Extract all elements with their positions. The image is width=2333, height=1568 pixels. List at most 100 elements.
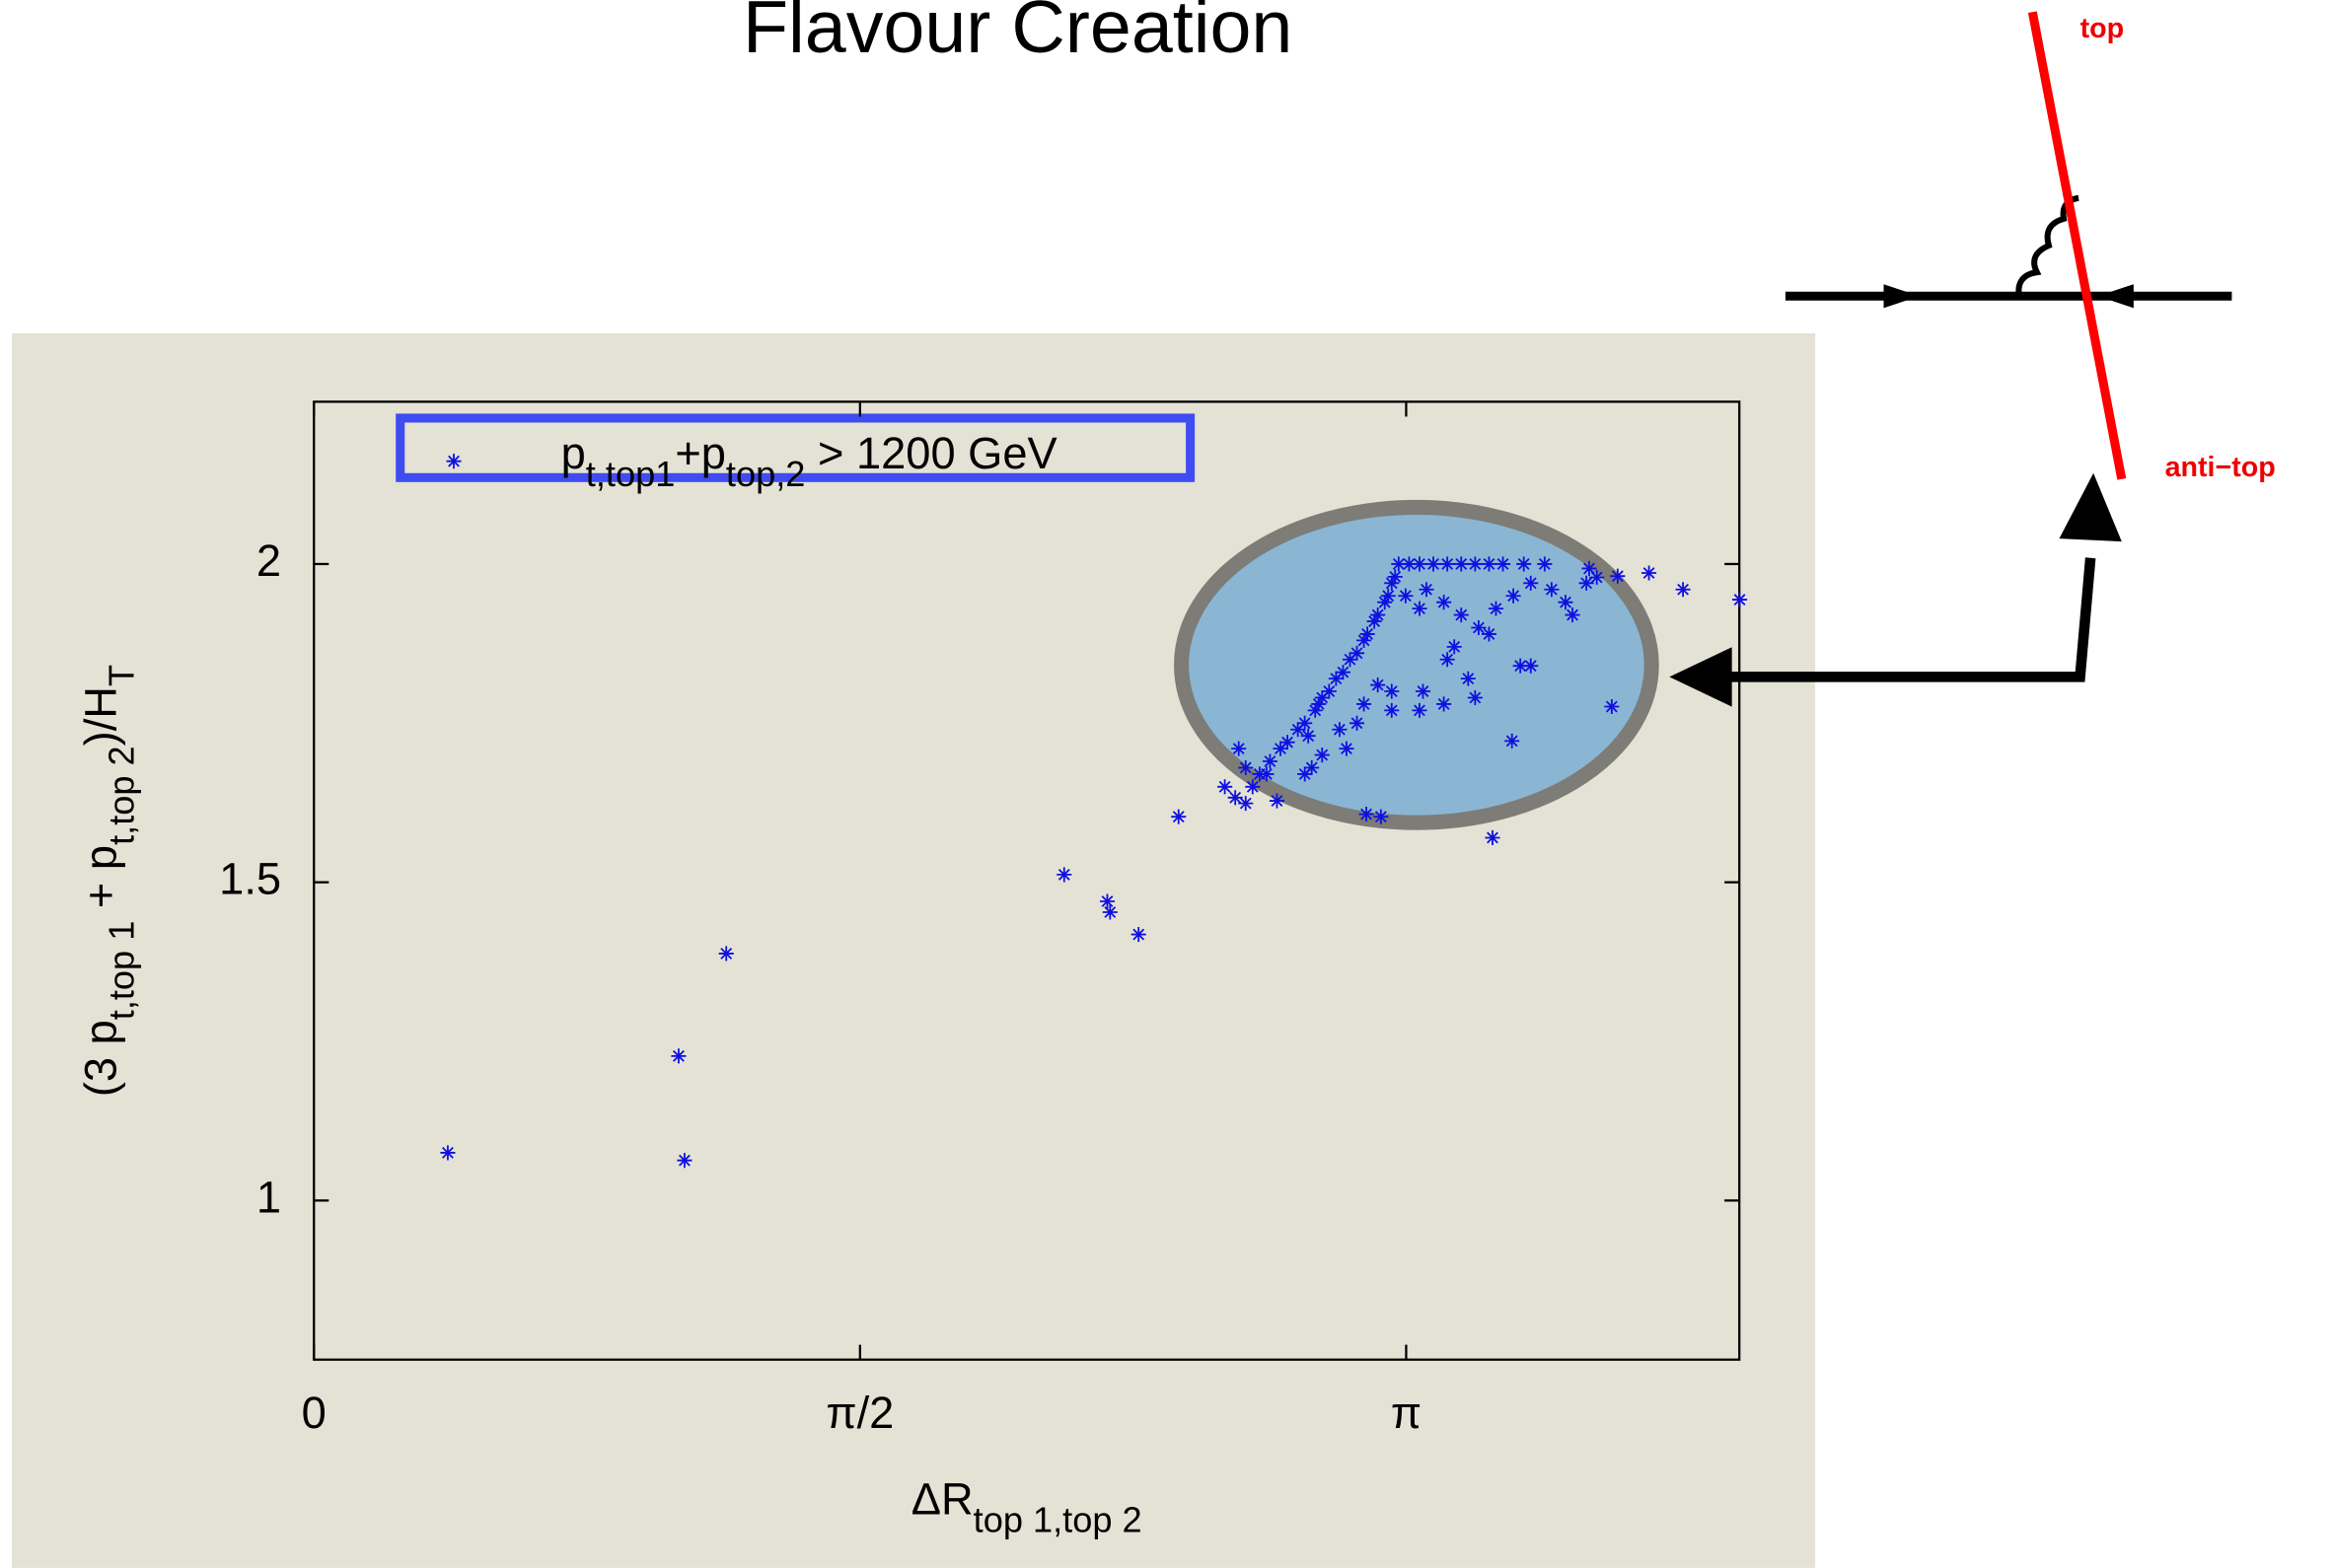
point xyxy=(1439,556,1455,572)
point xyxy=(1485,829,1500,846)
arrow xyxy=(1725,557,2096,682)
point xyxy=(1523,575,1539,591)
point xyxy=(1453,607,1469,623)
point xyxy=(1610,568,1626,584)
point xyxy=(1356,696,1372,712)
point xyxy=(1589,569,1605,586)
point xyxy=(1130,927,1146,943)
point xyxy=(1373,809,1389,824)
diagram-label: anti−top xyxy=(2165,452,2276,483)
x-axis-label: ΔRtop 1,top 2 xyxy=(911,1473,1142,1539)
point xyxy=(1314,689,1330,706)
point xyxy=(1578,575,1594,591)
point xyxy=(718,946,734,962)
y-axis-label-part: (3 p xyxy=(76,1020,126,1097)
point xyxy=(1419,582,1434,598)
point xyxy=(1380,588,1396,604)
point xyxy=(1731,592,1748,607)
legend-label-part: top,2 xyxy=(726,454,806,494)
point xyxy=(1565,607,1580,623)
x-axis-label-part: top 1,top 2 xyxy=(974,1500,1142,1540)
point xyxy=(1581,560,1597,577)
point xyxy=(1412,556,1427,572)
point xyxy=(1307,702,1323,718)
point xyxy=(1332,722,1348,738)
point xyxy=(1349,645,1365,661)
point xyxy=(1262,753,1277,769)
chart-title: Flavour Creation xyxy=(743,0,1292,68)
legend-label-part: t,top1 xyxy=(586,454,676,494)
point xyxy=(1370,607,1386,623)
point xyxy=(1467,689,1483,706)
point xyxy=(1471,619,1487,636)
point xyxy=(1370,677,1386,693)
diagram-arrow xyxy=(2097,284,2134,309)
point xyxy=(1057,867,1072,883)
point xyxy=(1171,809,1187,824)
point xyxy=(1328,671,1344,686)
point xyxy=(1537,556,1553,572)
point xyxy=(1304,759,1320,776)
y-axis-label-part: )/H xyxy=(76,686,126,746)
point xyxy=(1401,556,1417,572)
point xyxy=(1412,601,1427,616)
point xyxy=(1675,582,1691,598)
y-tick-label: 1 xyxy=(256,1172,281,1222)
x-tick-label: π/2 xyxy=(826,1388,894,1438)
point xyxy=(671,1048,687,1064)
y-tick-label: 2 xyxy=(256,535,281,586)
point xyxy=(1481,556,1496,572)
y-axis-label-part: t,top 2 xyxy=(102,746,142,845)
point xyxy=(1366,613,1382,629)
plot-background xyxy=(12,332,1816,1568)
point xyxy=(1273,741,1288,756)
diagram-arrow xyxy=(1883,284,1920,309)
point xyxy=(1339,741,1354,756)
point xyxy=(1300,728,1316,744)
point xyxy=(1099,893,1116,909)
legend-box xyxy=(396,413,1196,482)
arrow-head xyxy=(1669,647,1732,707)
point xyxy=(1290,722,1306,738)
point xyxy=(1415,683,1431,699)
point xyxy=(1412,702,1427,718)
point xyxy=(1231,741,1247,756)
y-tick-label: 1.5 xyxy=(219,854,281,904)
point xyxy=(1505,588,1521,604)
point xyxy=(1238,796,1254,812)
y-axis-label: (3 pt,top 1 + pt,top 2)/HT xyxy=(76,665,142,1097)
point xyxy=(1425,556,1441,572)
point xyxy=(1227,790,1243,806)
point xyxy=(1384,683,1400,699)
point xyxy=(1217,779,1233,795)
top-line xyxy=(2027,11,2127,480)
y-axis-label-part: T xyxy=(102,665,142,686)
point xyxy=(1238,759,1254,776)
point xyxy=(1297,715,1313,731)
legend-label-part: +p xyxy=(675,428,726,478)
diagram-label: top xyxy=(2080,13,2125,44)
legend-label: pt,top1+ptop,2 > 1200 GeV xyxy=(561,428,1057,494)
point xyxy=(1604,698,1620,715)
point xyxy=(1356,632,1372,648)
point xyxy=(1269,793,1285,809)
point xyxy=(1516,556,1532,572)
plot-frame xyxy=(313,400,1741,1361)
point xyxy=(1311,696,1327,712)
point xyxy=(1321,683,1337,699)
point xyxy=(1335,665,1350,680)
y-axis-label-part: + p xyxy=(76,845,126,921)
point xyxy=(1349,715,1365,731)
x-tick-label: 0 xyxy=(302,1388,327,1438)
point xyxy=(1460,671,1476,686)
point xyxy=(1359,626,1375,642)
point xyxy=(1314,748,1330,763)
point xyxy=(440,1145,456,1161)
point xyxy=(1342,652,1358,668)
point xyxy=(1544,582,1560,598)
point xyxy=(1436,696,1452,712)
arrow-head xyxy=(2059,472,2122,542)
x-axis-label-part: ΔR xyxy=(911,1473,974,1524)
legend-marker xyxy=(446,454,462,469)
point xyxy=(1558,595,1573,610)
